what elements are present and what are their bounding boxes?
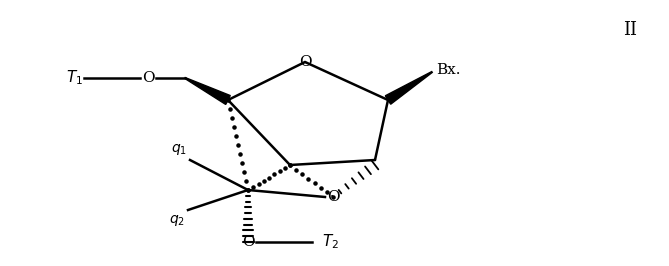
Point — [280, 166, 290, 170]
Text: $q_2$: $q_2$ — [169, 213, 185, 228]
Point — [274, 169, 285, 173]
Point — [243, 188, 254, 192]
Point — [258, 178, 269, 183]
Point — [291, 167, 302, 172]
Text: O: O — [326, 190, 339, 204]
Text: II: II — [623, 21, 637, 39]
Point — [243, 188, 254, 192]
Point — [241, 179, 252, 183]
Point — [248, 185, 259, 189]
Point — [231, 134, 242, 138]
Point — [229, 125, 240, 129]
Text: $T_1$: $T_1$ — [66, 69, 84, 87]
Point — [284, 163, 295, 167]
Point — [322, 190, 332, 194]
Text: $T_2$: $T_2$ — [322, 233, 339, 251]
Point — [303, 177, 314, 181]
Point — [233, 143, 244, 147]
Point — [328, 195, 339, 199]
Point — [284, 163, 295, 167]
Polygon shape — [385, 72, 432, 104]
Point — [297, 172, 308, 176]
Point — [315, 186, 326, 190]
Text: $q_1$: $q_1$ — [171, 142, 187, 157]
Text: O: O — [142, 71, 155, 85]
Point — [227, 116, 237, 120]
Polygon shape — [185, 78, 230, 105]
Point — [239, 170, 250, 174]
Text: O: O — [242, 235, 254, 249]
Point — [235, 152, 246, 156]
Text: O: O — [298, 55, 311, 69]
Point — [225, 107, 235, 111]
Point — [264, 175, 274, 180]
Point — [253, 182, 264, 186]
Point — [237, 161, 248, 165]
Point — [309, 181, 320, 185]
Text: Bx.: Bx. — [436, 63, 460, 77]
Point — [269, 172, 280, 177]
Point — [223, 98, 233, 102]
